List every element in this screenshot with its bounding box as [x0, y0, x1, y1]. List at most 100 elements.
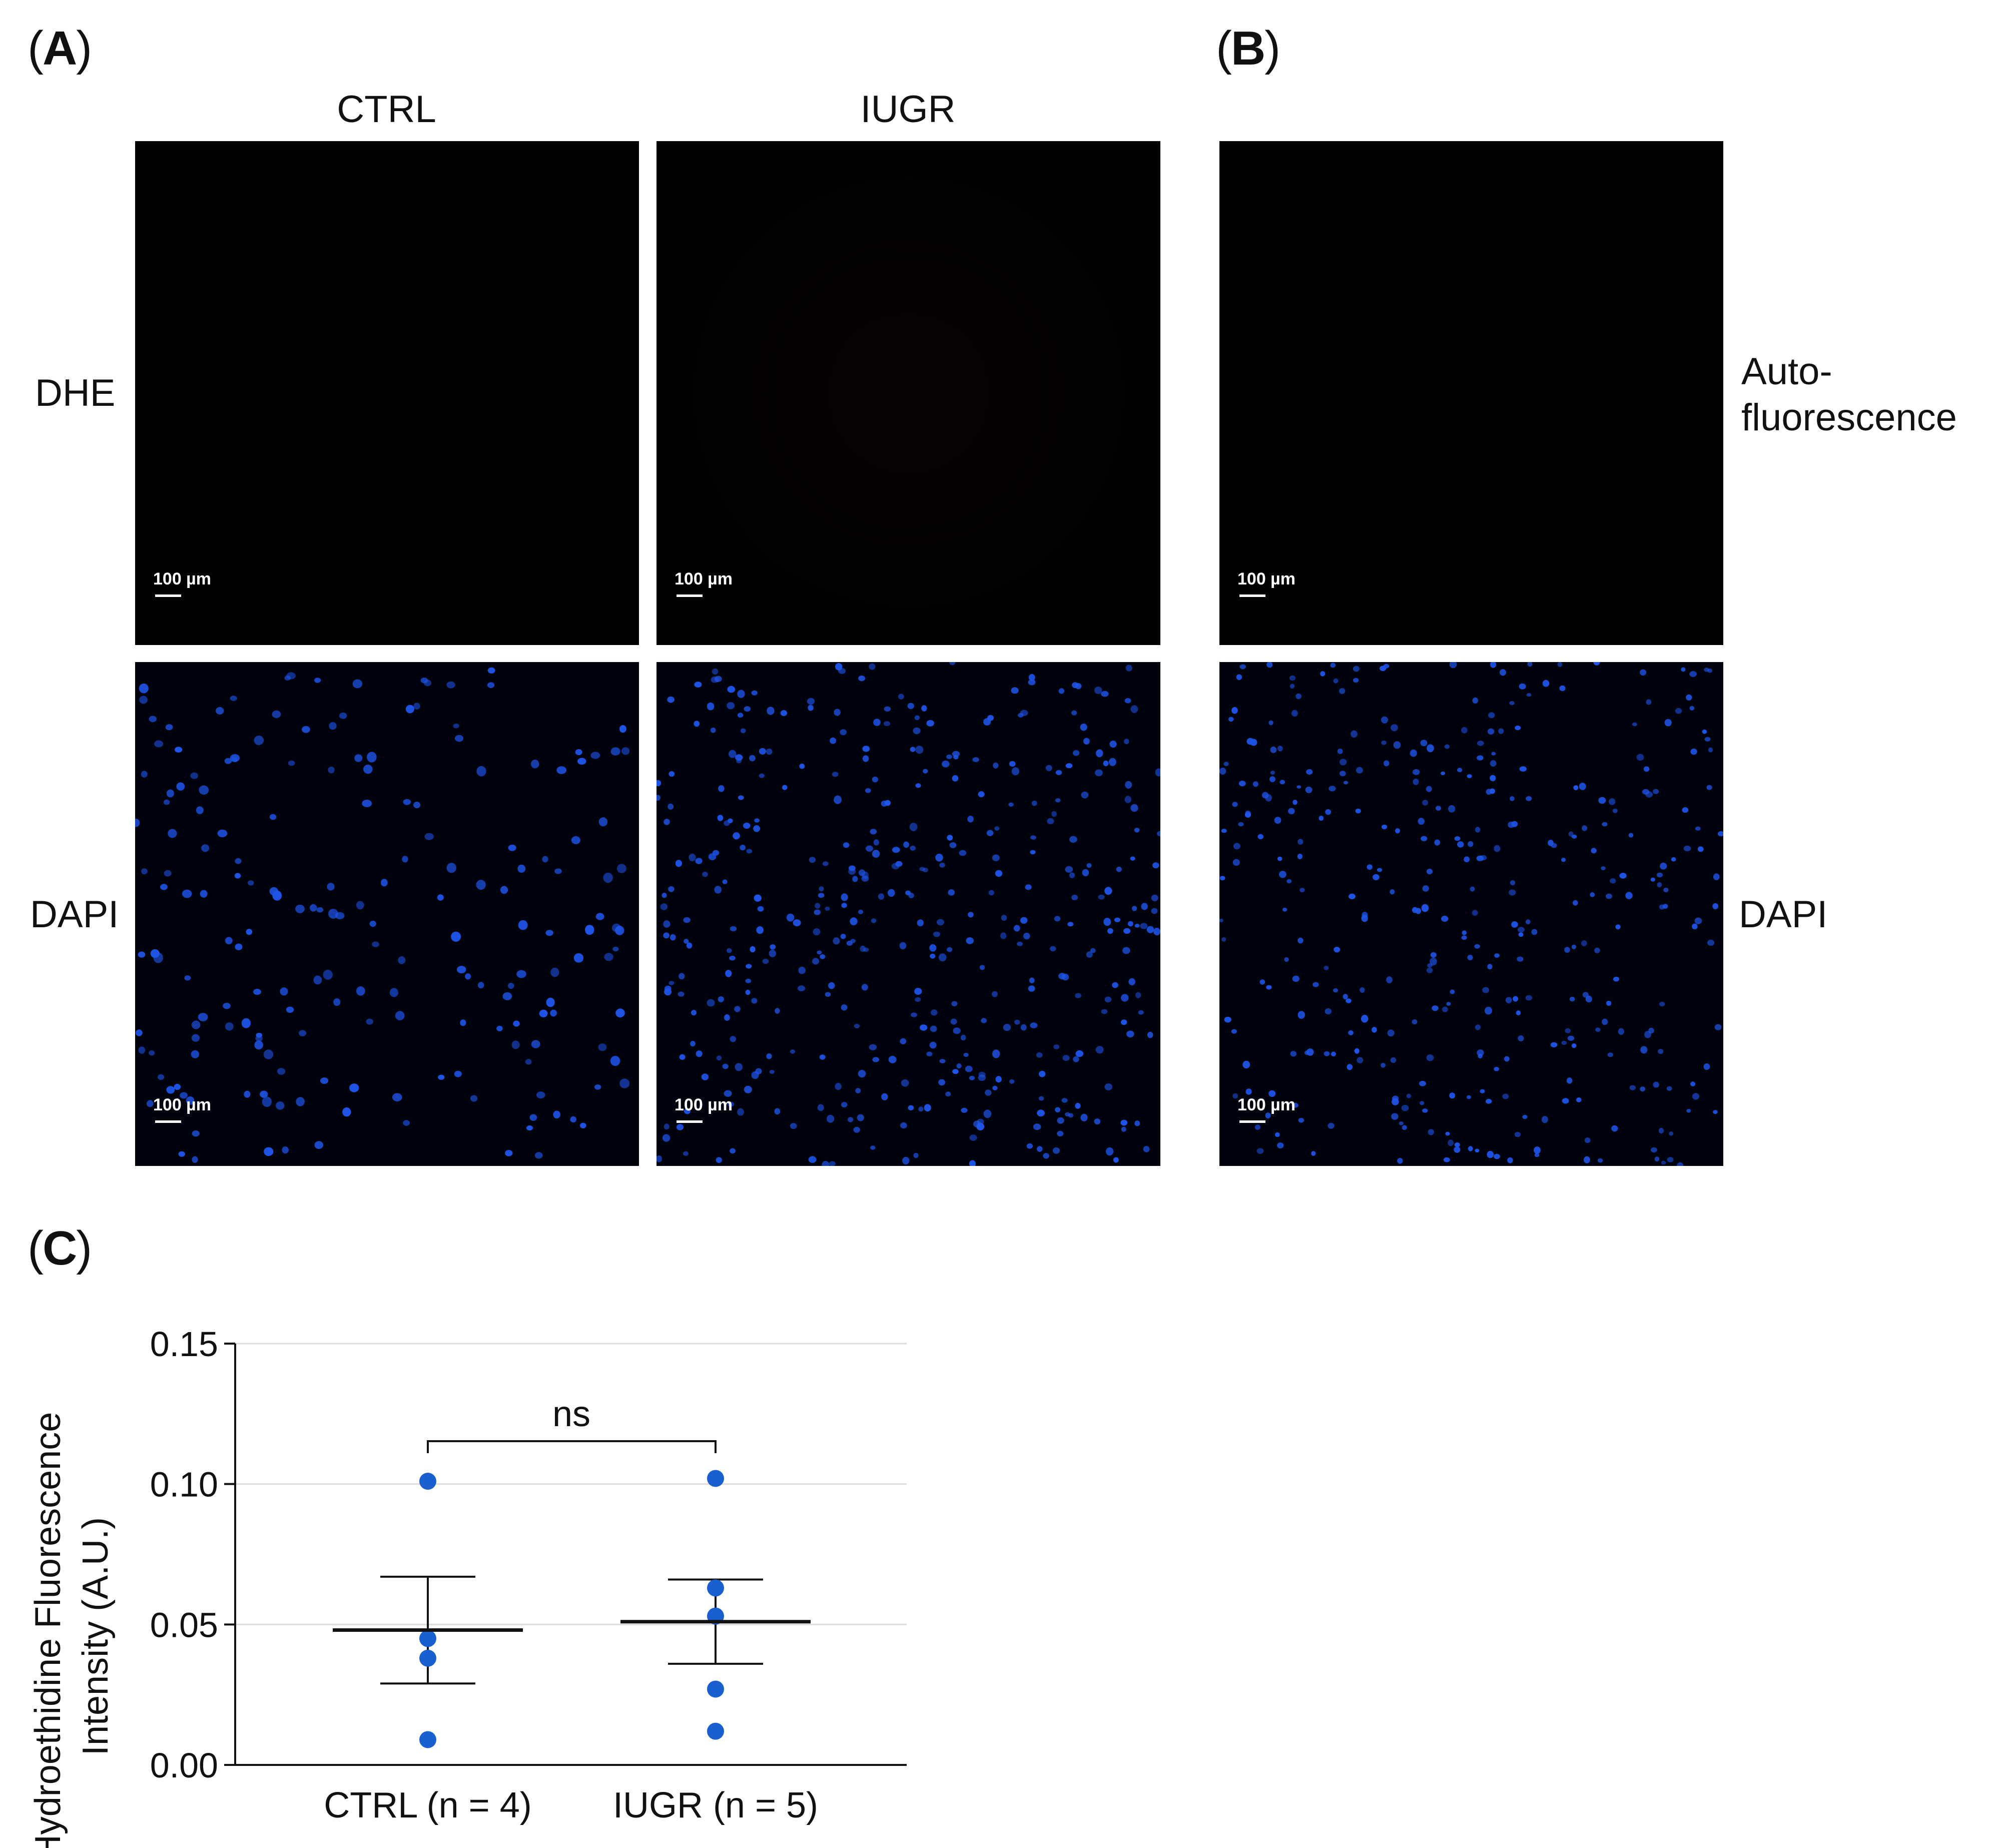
nucleus [1464, 856, 1470, 863]
nucleus [754, 818, 760, 823]
nucleus [696, 1050, 703, 1057]
nucleus [994, 826, 1000, 831]
nucleus [1083, 738, 1090, 745]
nucleus [830, 737, 837, 744]
nucleus [1502, 1093, 1509, 1099]
nucleus [1482, 987, 1490, 993]
nucleus [1393, 741, 1401, 749]
nucleus [965, 1065, 973, 1072]
nucleus [1422, 800, 1429, 806]
nucleus [1340, 771, 1346, 777]
row-label-dhe: DHE [35, 372, 116, 414]
nucleus [362, 800, 372, 808]
nucleus [223, 1002, 231, 1009]
nucleus [1367, 864, 1373, 870]
nucleus [1101, 691, 1109, 697]
nucleus [316, 907, 324, 913]
nucleus [1381, 1063, 1386, 1068]
nucleus [282, 1146, 289, 1154]
nucleus [1023, 932, 1030, 940]
nucleus [702, 872, 708, 877]
nucleus [1075, 993, 1081, 998]
nucleus [1518, 1035, 1524, 1041]
nucleus [1011, 767, 1019, 776]
nucleus [272, 890, 282, 901]
nucleus [1490, 662, 1497, 668]
nucleus [775, 1008, 780, 1014]
nucleus [1480, 855, 1487, 861]
nucleus [1675, 708, 1682, 714]
nucleus [838, 668, 846, 674]
nucleus [1120, 1119, 1127, 1126]
nucleus [1120, 1019, 1127, 1025]
nucleus [656, 795, 660, 801]
nucleus [1330, 1051, 1336, 1057]
nucleus [988, 890, 994, 896]
nucleus [1387, 1029, 1395, 1037]
nucleus [668, 803, 674, 810]
nucleus [302, 726, 310, 733]
nucleus [1043, 1153, 1049, 1159]
nucleus [1486, 1098, 1492, 1104]
nucleus [978, 1074, 986, 1081]
nucleus [1000, 932, 1007, 939]
nucleus [946, 754, 952, 759]
nucleus [992, 854, 1000, 861]
marks [333, 1440, 811, 1748]
nucleus [865, 788, 871, 793]
nucleus [869, 663, 876, 670]
nucleus [930, 953, 936, 959]
nucleus [598, 817, 608, 827]
nucleus [733, 832, 740, 840]
nucleus [246, 929, 253, 935]
nucleus [1432, 1005, 1439, 1011]
nucleus [1583, 1156, 1590, 1163]
nucleus [288, 760, 295, 766]
nucleus [1072, 682, 1078, 689]
nucleus [1564, 947, 1570, 953]
nucleus [1232, 859, 1240, 866]
nucleus [947, 947, 953, 952]
nucleus [1257, 834, 1263, 840]
nucleus [728, 818, 733, 824]
nucleus [619, 725, 626, 733]
nucleus [1026, 1143, 1033, 1149]
nucleus [1354, 1048, 1360, 1054]
nucleus [1534, 1146, 1541, 1154]
nucleus [1487, 1150, 1494, 1158]
nucleus [949, 842, 957, 848]
nucleus [1069, 836, 1077, 843]
nucleus [972, 757, 979, 763]
data-point [707, 1680, 724, 1698]
nucleus [1692, 923, 1698, 930]
nucleus [1567, 1035, 1575, 1041]
nucleus [175, 747, 183, 753]
nucleus [834, 795, 842, 804]
nucleus [908, 1105, 914, 1110]
nucleus [969, 1160, 976, 1166]
significance-bracket [427, 1440, 717, 1453]
nucleus [1312, 982, 1319, 987]
nucleus [1219, 918, 1223, 923]
nucleus [352, 679, 363, 689]
nucleus [1410, 749, 1417, 757]
nucleus [508, 844, 516, 851]
nucleus [199, 785, 209, 795]
data-point [707, 1470, 724, 1487]
nucleus [1152, 862, 1159, 869]
nucleus [1282, 908, 1287, 912]
nucleus [1065, 866, 1073, 873]
nucleus [580, 1122, 586, 1128]
axes: 0.00 0.05 0.10 0.15 CTRL (n = 4) IUGR (n = 5) [150, 1325, 907, 1825]
nucleus [149, 716, 157, 723]
nucleus [881, 1093, 888, 1100]
nucleus [718, 996, 724, 1002]
nucleus [1466, 1095, 1471, 1099]
nucleus [1324, 1008, 1332, 1015]
nucleus [1401, 1104, 1409, 1111]
nucleus [749, 755, 756, 762]
nucleus [309, 904, 317, 912]
nucleus [914, 988, 922, 995]
scale-bar: 100 µm [675, 1095, 733, 1123]
nucleus [1125, 781, 1132, 789]
